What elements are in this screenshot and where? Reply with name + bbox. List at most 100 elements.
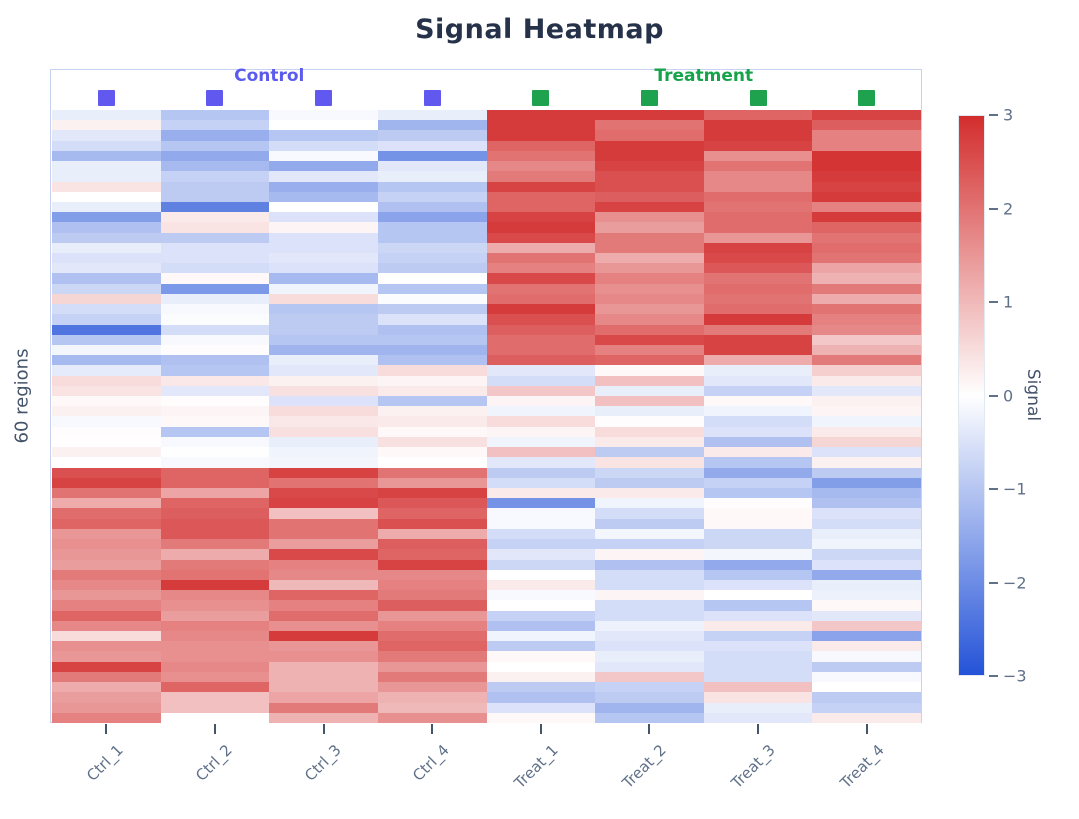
heatmap-cell bbox=[595, 416, 704, 427]
heatmap-cell bbox=[377, 191, 487, 202]
heatmap-cell bbox=[377, 212, 487, 223]
heatmap-cell bbox=[269, 110, 378, 121]
heatmap-cell bbox=[595, 426, 704, 437]
heatmap-cell bbox=[595, 498, 704, 509]
heatmap-cell bbox=[160, 222, 270, 233]
heatmap-cell bbox=[812, 631, 921, 642]
heatmap-cell bbox=[703, 232, 813, 243]
heatmap-cell bbox=[269, 426, 378, 437]
heatmap-cell bbox=[595, 457, 704, 468]
heatmap-cell bbox=[269, 161, 378, 172]
heatmap-cell bbox=[812, 539, 921, 550]
colorbar-tick-label: 3 bbox=[1003, 105, 1014, 125]
heatmap-cell bbox=[269, 498, 378, 509]
heatmap-cell bbox=[52, 549, 161, 560]
heatmap-cell bbox=[595, 396, 704, 407]
heatmap-cell bbox=[703, 222, 813, 233]
heatmap-cell bbox=[377, 579, 487, 591]
heatmap-cell bbox=[595, 222, 704, 233]
heatmap-cell bbox=[52, 579, 161, 591]
heatmap-cell bbox=[160, 518, 270, 529]
heatmap-cell bbox=[703, 682, 813, 693]
heatmap-cell bbox=[595, 375, 704, 386]
heatmap-cell bbox=[595, 314, 704, 325]
heatmap-cell bbox=[269, 375, 378, 386]
heatmap-cell bbox=[160, 590, 270, 601]
heatmap-cell bbox=[269, 242, 378, 254]
heatmap-cell bbox=[160, 140, 270, 151]
heatmap-cell bbox=[703, 171, 813, 182]
heatmap-cell bbox=[52, 130, 161, 141]
heatmap-cell bbox=[486, 314, 596, 325]
heatmap-cell bbox=[595, 641, 704, 652]
heatmap-cell bbox=[812, 467, 921, 478]
heatmap-cell bbox=[52, 610, 161, 621]
x-tick bbox=[105, 724, 108, 734]
heatmap-cell bbox=[595, 528, 704, 540]
heatmap-cell bbox=[595, 651, 704, 662]
heatmap-cell bbox=[595, 671, 704, 683]
heatmap-cell bbox=[486, 508, 596, 519]
heatmap-cell bbox=[703, 549, 813, 560]
heatmap-cell bbox=[595, 232, 704, 243]
heatmap-cell bbox=[269, 712, 378, 723]
heatmap-cell bbox=[377, 467, 487, 478]
heatmap-cell bbox=[703, 610, 813, 621]
heatmap-cell bbox=[160, 201, 270, 213]
group-marker-ctrl_2 bbox=[206, 90, 224, 106]
heatmap-cell bbox=[269, 283, 378, 294]
heatmap-cell bbox=[486, 600, 596, 611]
heatmap-cell bbox=[595, 304, 704, 315]
heatmap-cell bbox=[269, 610, 378, 621]
heatmap-cell bbox=[269, 212, 378, 223]
heatmap-cell bbox=[377, 171, 487, 182]
x-tick-label-ctrl_4: Ctrl_4 bbox=[409, 741, 453, 785]
heatmap-cell bbox=[52, 314, 161, 325]
heatmap-cell bbox=[269, 590, 378, 601]
heatmap-cell bbox=[595, 549, 704, 560]
heatmap-cell bbox=[703, 181, 813, 192]
heatmap-cell bbox=[812, 549, 921, 560]
heatmap-cell bbox=[52, 518, 161, 529]
heatmap-cell bbox=[595, 518, 704, 529]
heatmap-cell bbox=[812, 293, 921, 305]
heatmap-cell bbox=[52, 355, 161, 366]
heatmap-cell bbox=[486, 273, 596, 284]
heatmap-cell bbox=[160, 120, 270, 131]
heatmap-cell bbox=[269, 140, 378, 151]
heatmap-cell bbox=[486, 232, 596, 243]
heatmap-cell bbox=[486, 712, 596, 723]
heatmap-cell bbox=[703, 702, 813, 713]
colorbar-tick-label: −2 bbox=[1003, 573, 1027, 592]
heatmap-cell bbox=[52, 600, 161, 611]
heatmap-cell bbox=[160, 702, 270, 713]
heatmap-cell bbox=[269, 549, 378, 560]
heatmap-cell bbox=[377, 283, 487, 294]
heatmap-cell bbox=[160, 253, 270, 264]
heatmap-cell bbox=[812, 396, 921, 407]
heatmap-cell bbox=[377, 324, 487, 335]
heatmap-cell bbox=[486, 488, 596, 499]
heatmap-cell bbox=[52, 590, 161, 601]
x-tick-label-ctrl_2: Ctrl_2 bbox=[192, 741, 236, 785]
group-marker-treat_3 bbox=[749, 90, 767, 106]
heatmap-cell bbox=[52, 365, 161, 376]
heatmap-cell bbox=[269, 569, 378, 580]
heatmap-cell bbox=[269, 702, 378, 713]
group-label-control: Control bbox=[234, 66, 305, 86]
heatmap-cell bbox=[703, 406, 813, 417]
heatmap-cell bbox=[160, 344, 270, 356]
heatmap-cell bbox=[377, 130, 487, 141]
heatmap-cell bbox=[377, 498, 487, 509]
heatmap-cell bbox=[812, 692, 921, 703]
heatmap-cell bbox=[269, 579, 378, 591]
heatmap-cell bbox=[52, 293, 161, 305]
heatmap-cell bbox=[595, 569, 704, 580]
heatmap-cell bbox=[52, 477, 161, 489]
heatmap-cell bbox=[812, 702, 921, 713]
heatmap-cell bbox=[595, 130, 704, 141]
heatmap-cell bbox=[486, 304, 596, 315]
heatmap-cell bbox=[595, 477, 704, 489]
heatmap-cell bbox=[377, 304, 487, 315]
heatmap-cell bbox=[812, 498, 921, 509]
